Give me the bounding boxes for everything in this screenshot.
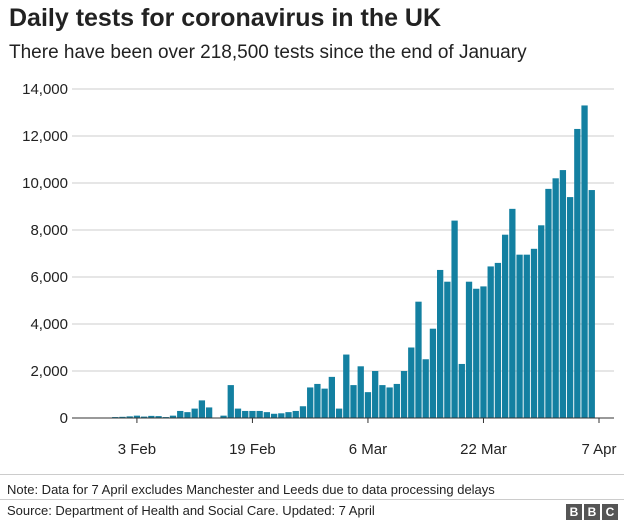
bar	[357, 366, 364, 418]
bar	[408, 347, 415, 418]
bar	[451, 220, 458, 418]
bar	[364, 392, 372, 418]
bar	[545, 188, 552, 419]
x-tick-label: 6 Mar	[349, 441, 387, 458]
y-tick-label: 6,000	[30, 269, 68, 286]
bar	[177, 410, 184, 418]
chart-title: Daily tests for coronavirus in the UK	[9, 4, 442, 32]
y-tick-label: 4,000	[30, 316, 68, 333]
bar	[227, 385, 234, 418]
source-divider	[0, 499, 624, 500]
bar	[559, 170, 567, 418]
bar	[400, 371, 408, 418]
bar	[437, 269, 444, 418]
bar	[270, 413, 278, 418]
bar	[574, 128, 581, 418]
bar	[119, 416, 126, 418]
bar	[487, 266, 494, 418]
bbc-logo-block-2: B	[584, 504, 600, 520]
bar	[285, 412, 292, 419]
x-axis	[72, 417, 614, 423]
bar	[530, 248, 538, 418]
y-tick-label: 14,000	[22, 81, 68, 98]
bar	[307, 387, 314, 418]
y-tick-label: 10,000	[22, 175, 68, 192]
bar	[292, 410, 299, 418]
bar	[328, 376, 335, 419]
bar	[422, 359, 429, 418]
bar	[444, 281, 451, 418]
bar	[552, 178, 559, 418]
bar	[415, 301, 422, 418]
bar	[184, 412, 191, 419]
y-tick-label: 0	[60, 410, 68, 427]
x-axis-labels: 3 Feb 19 Feb 6 Mar 22 Mar 7 Apr	[118, 441, 617, 458]
x-tick-label: 19 Feb	[229, 441, 276, 458]
bar	[473, 288, 480, 418]
bars	[97, 105, 595, 419]
bar	[169, 415, 177, 418]
y-tick-label: 2,000	[30, 363, 68, 380]
y-tick-label: 12,000	[22, 128, 68, 145]
bar	[523, 254, 530, 418]
bar	[299, 406, 307, 418]
bbc-logo-block-3: C	[602, 504, 618, 520]
bar	[343, 354, 350, 418]
source-line: Source: Department of Health and Social …	[7, 503, 375, 518]
x-tick-label: 7 Apr	[581, 441, 616, 458]
y-axis-labels: 0 2,000 4,000 6,000 8,000 10,000 12,000 14,000	[22, 81, 68, 427]
bar	[566, 197, 574, 418]
bar	[480, 286, 487, 418]
bar	[372, 371, 379, 418]
bar	[140, 416, 148, 418]
chart-subtitle: There have been over 218,500 tests since…	[9, 42, 527, 63]
bar	[263, 412, 271, 419]
y-tick-label: 8,000	[30, 222, 68, 239]
bar	[126, 416, 133, 418]
bar	[538, 225, 545, 418]
bar	[335, 408, 343, 418]
x-tick-label: 22 Mar	[460, 441, 507, 458]
bar	[321, 388, 328, 419]
bar	[386, 387, 393, 418]
bar-chart: 02,0004,0006,0008,00010,00012,00014,000 …	[22, 81, 617, 458]
bar	[509, 208, 516, 418]
bar	[155, 416, 162, 418]
bar	[429, 328, 437, 418]
bar	[494, 262, 502, 418]
bar	[588, 190, 595, 418]
bar	[249, 410, 256, 418]
bar	[148, 415, 155, 418]
bar	[234, 408, 242, 418]
bar	[198, 400, 206, 419]
footer-divider	[0, 474, 624, 475]
bar	[205, 407, 213, 418]
bar	[501, 234, 509, 418]
bar	[379, 385, 386, 418]
footnote: Note: Data for 7 April excludes Manchest…	[7, 482, 495, 497]
bar	[133, 415, 141, 418]
bar	[393, 383, 400, 418]
bar	[516, 254, 523, 418]
bar	[278, 413, 285, 418]
bar	[458, 363, 465, 418]
bar	[465, 281, 473, 418]
bar	[581, 105, 588, 418]
bar	[256, 410, 263, 418]
bbc-logo-block-1: B	[566, 504, 582, 520]
bar	[314, 383, 321, 418]
bar	[220, 415, 227, 418]
x-tick-label: 3 Feb	[118, 441, 156, 458]
bar	[350, 385, 357, 418]
bar	[242, 410, 249, 418]
bar	[191, 408, 198, 418]
